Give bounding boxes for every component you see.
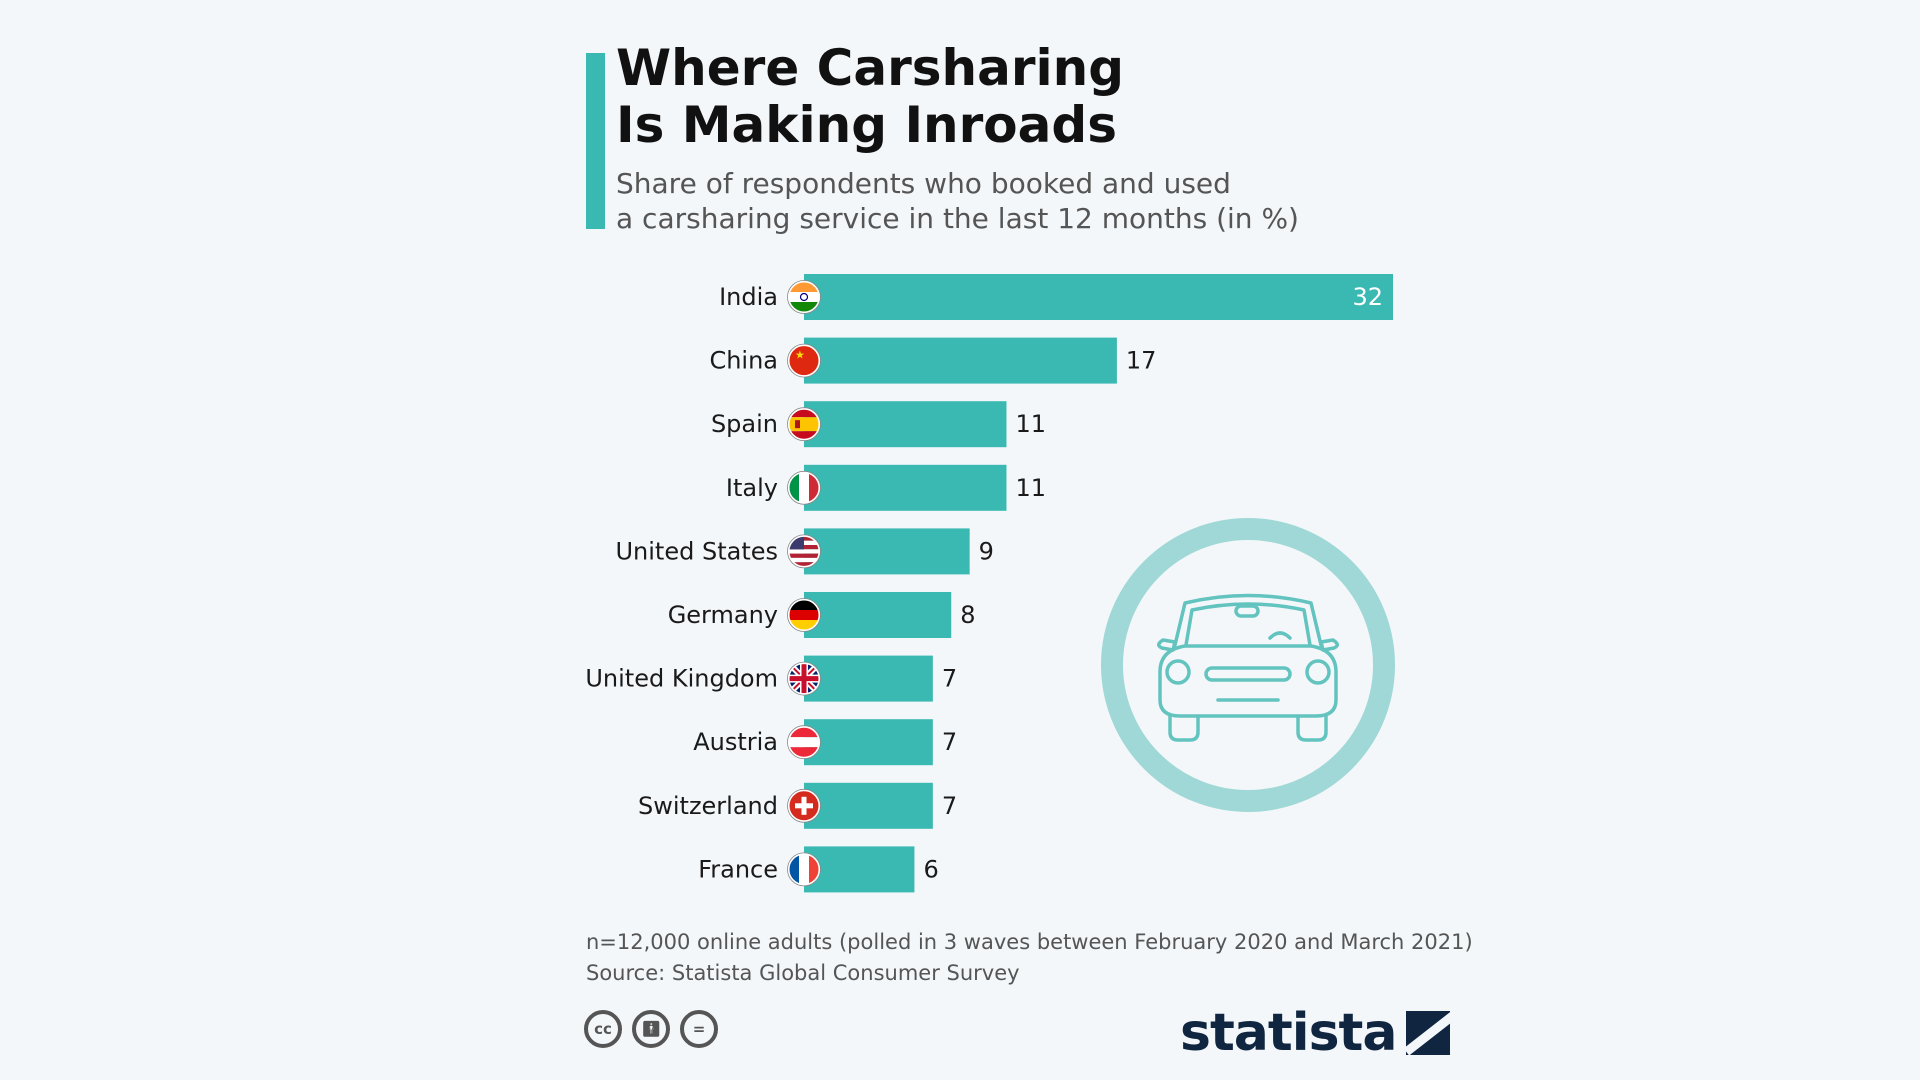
value-label: 7 — [942, 792, 957, 820]
attribution-icon[interactable]: 🚹︎ — [632, 1010, 670, 1048]
statista-logo-icon — [1406, 1011, 1451, 1055]
no-derivatives-icon[interactable]: = — [680, 1010, 718, 1048]
category-label: Italy — [726, 474, 778, 502]
category-label: China — [709, 347, 778, 375]
bar-switzerland — [804, 782, 933, 829]
bar-india — [804, 274, 1393, 320]
flag-italy-icon — [787, 470, 821, 505]
category-label: Germany — [668, 601, 778, 629]
bar-germany — [804, 592, 952, 638]
flag-india-icon — [787, 280, 821, 314]
bar-united-kingdom — [804, 655, 933, 702]
bar-spain — [804, 401, 1007, 448]
value-label: 6 — [923, 855, 938, 883]
flag-austria-icon — [787, 725, 821, 760]
value-label: 7 — [942, 665, 957, 693]
chart-subtitle: Share of respondents who booked and used… — [616, 167, 1299, 235]
svg-text:★: ★ — [795, 349, 805, 362]
value-label: 11 — [1015, 474, 1046, 502]
chart-title: Where Carsharing Is Making Inroads — [616, 39, 1125, 154]
value-label: 11 — [1015, 410, 1046, 438]
category-label: Austria — [693, 728, 778, 756]
value-label: 32 — [1352, 283, 1383, 311]
footnote: n=12,000 online adults (polled in 3 wave… — [586, 927, 1473, 989]
bar-france — [804, 846, 915, 893]
creative-commons-icon[interactable]: cc — [584, 1010, 622, 1048]
value-label: 17 — [1126, 347, 1157, 375]
flag-china-icon: ★ — [787, 343, 821, 378]
flag-germany-icon — [787, 598, 821, 632]
flag-spain-icon — [787, 407, 821, 442]
sample-note: n=12,000 online adults (polled in 3 wave… — [586, 930, 1473, 954]
title-accent-bar — [586, 53, 605, 229]
brand-name: statista — [1180, 1003, 1397, 1063]
value-label: 8 — [960, 601, 975, 629]
license-icons: cc 🚹︎ = — [584, 1010, 718, 1048]
flag-france-icon — [787, 852, 821, 887]
value-label: 9 — [979, 537, 994, 565]
category-label: United States — [615, 537, 778, 565]
bar-united-states — [804, 528, 970, 575]
category-label: India — [719, 283, 778, 311]
bar-china — [804, 337, 1117, 384]
car-icon — [1101, 518, 1395, 812]
bar-austria — [804, 719, 933, 766]
flag-united-states-icon — [787, 534, 821, 569]
category-label: France — [698, 855, 778, 883]
flag-switzerland-icon — [787, 788, 821, 823]
bar-italy — [804, 464, 1007, 511]
statista-logo[interactable]: statista — [1180, 1003, 1451, 1063]
category-label: Spain — [711, 410, 778, 438]
value-label: 7 — [942, 728, 957, 756]
category-label: United Kingdom — [585, 665, 778, 693]
category-label: Switzerland — [638, 792, 778, 820]
source-note: Source: Statista Global Consumer Survey — [586, 961, 1020, 985]
flag-united-kingdom-icon — [787, 661, 821, 696]
